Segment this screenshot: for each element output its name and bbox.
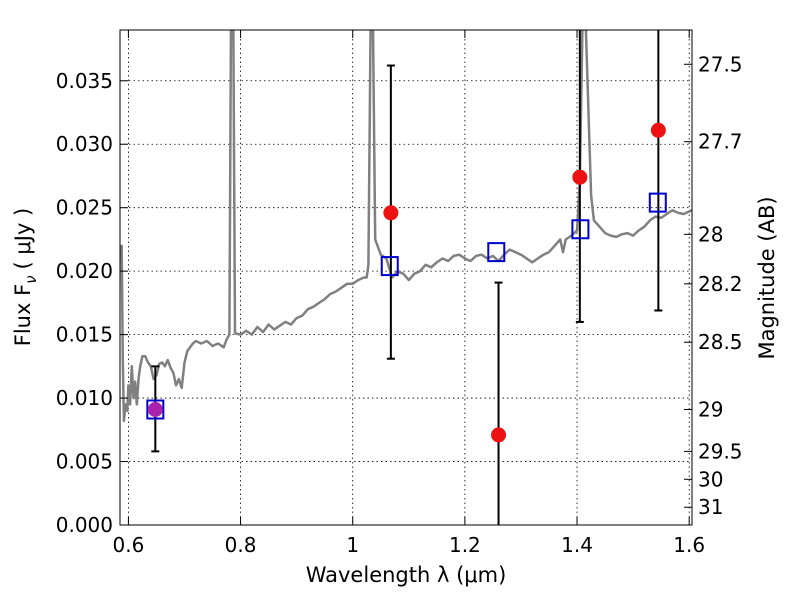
y-axis-label: Flux Fν ( μJy ) [11, 208, 40, 347]
x-tick-label: 1.2 [449, 533, 481, 557]
y2-tick-label: 31 [698, 495, 723, 519]
x-tick-label: 1.4 [561, 533, 593, 557]
x-tick-label: 1.6 [673, 533, 705, 557]
model-point [648, 192, 667, 213]
y-tick-label: 0.025 [56, 196, 113, 220]
y2-tick-label: 30 [698, 467, 723, 491]
y-tick-label: 0.035 [56, 69, 113, 93]
model-point [380, 256, 399, 277]
x-tick-label: 0.8 [225, 533, 257, 557]
y2-tick-label: 28.2 [698, 272, 743, 296]
observed-point [147, 402, 163, 417]
y-axis-label-sub: ν [22, 275, 40, 283]
plot-area [120, 30, 692, 525]
observed-point [650, 122, 666, 138]
y2-tick-label: 27.5 [698, 52, 743, 76]
y-axis-label-unit: ( μJy ) [11, 208, 35, 270]
y2-tick-label: 27.7 [698, 130, 743, 154]
svg-text:Magnitude (AB): Magnitude (AB) [755, 196, 779, 359]
y-tick-label: 0.015 [56, 323, 113, 347]
plot-frame [119, 29, 693, 526]
model-point [487, 242, 506, 263]
y-tick-label: 0.010 [56, 386, 113, 410]
y2-tick-label: 28.5 [698, 330, 743, 354]
y-tick-label: 0.020 [56, 259, 113, 283]
y2-tick-label: 29.5 [698, 439, 743, 463]
grid [120, 30, 692, 526]
x-tick-label: 1 [346, 533, 359, 557]
y2-axis-label: Magnitude (AB) [755, 196, 779, 359]
y-tick-label: 0.005 [56, 450, 113, 474]
y2-tick-label: 29 [698, 398, 723, 422]
x-tick-label: 0.6 [113, 533, 145, 557]
y-axis-label-main: Flux F [11, 284, 35, 346]
x-axis-label: Wavelength λ (μm) [306, 563, 507, 587]
model-point [571, 219, 590, 240]
svg-text:Flux Fν( μJy ): Flux Fν ( μJy ) [11, 208, 40, 347]
observed-point [383, 205, 399, 221]
axes-ticks: 0.6 0.8 1 1.2 1.4 1.6 0.000 0.005 0.010 0.015 0.02… [56, 30, 743, 557]
spectrum-line [120, 30, 692, 423]
y2-tick-label: 28 [698, 222, 723, 246]
y-tick-label: 0.030 [56, 132, 113, 156]
model-point [146, 399, 165, 420]
observed-point [572, 169, 588, 185]
observed-point [491, 427, 507, 443]
y-tick-label: 0.000 [56, 513, 113, 537]
